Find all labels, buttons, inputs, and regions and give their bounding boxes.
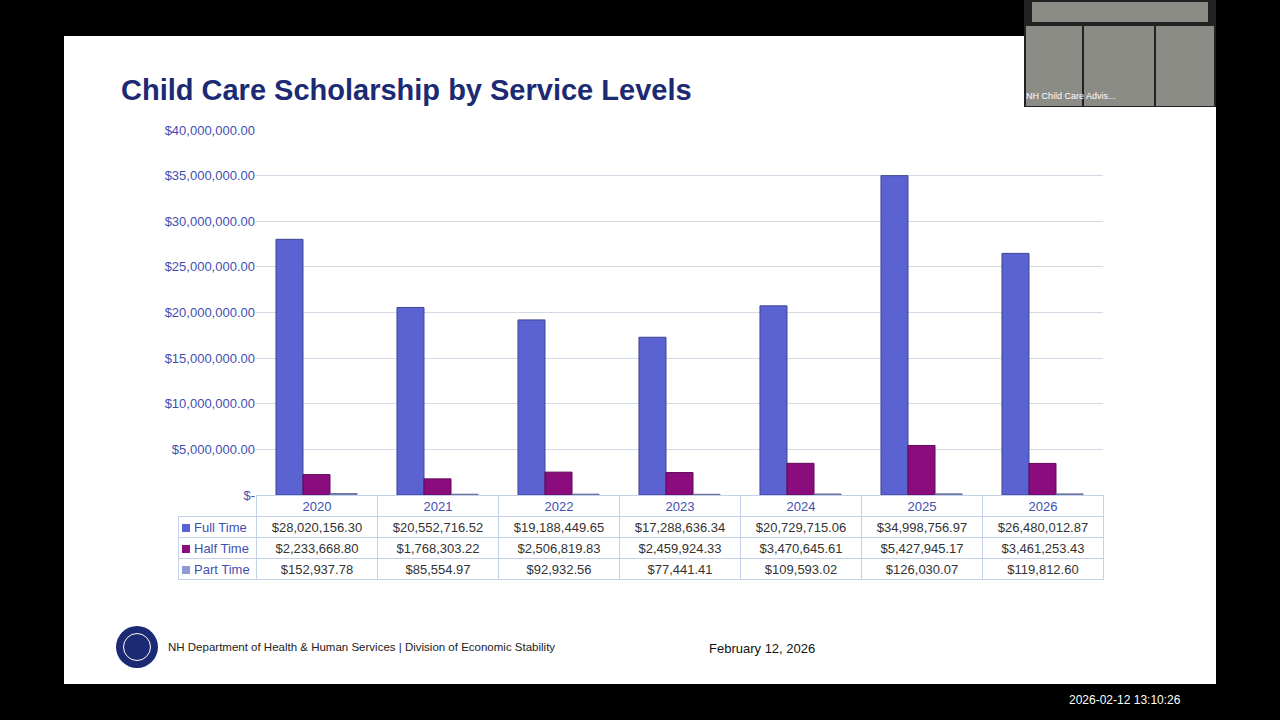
html-text:$20,552,716.52: $20,552,716.52 <box>392 519 484 535</box>
html-text:2025: 2025 <box>907 498 937 514</box>
svg-text:$-: $- <box>243 488 255 503</box>
html-text:$17,288,636.34: $17,288,636.34 <box>634 519 726 535</box>
html-text:$1,768,303.22: $1,768,303.22 <box>396 540 480 556</box>
html-text:Child Care Scholarship by Serv: Child Care Scholarship by Service Levels <box>121 74 692 106</box>
html-text:$126,030.07: $126,030.07 <box>885 561 959 577</box>
html-text:Part Time: Part Time <box>194 561 250 577</box>
html-text:NH Department of Health & Huma: NH Department of Health & Human Services… <box>168 641 556 653</box>
html-text:$152,937.78: $152,937.78 <box>280 561 354 577</box>
svg-text:$15,000,000.00: $15,000,000.00 <box>165 351 255 366</box>
html-text:$3,461,253.43: $3,461,253.43 <box>1001 540 1085 556</box>
svg-text:$5,000,000.00: $5,000,000.00 <box>172 442 255 457</box>
html-text:$92,932.56: $92,932.56 <box>526 561 592 577</box>
html-text:$5,427,945.17: $5,427,945.17 <box>880 540 964 556</box>
html-text:$85,554.97: $85,554.97 <box>405 561 471 577</box>
html-text:NH Child Care Advis...: NH Child Care Advis... <box>1026 91 1116 101</box>
html-text:$20,729,715.06: $20,729,715.06 <box>755 519 847 535</box>
html-text:February 12, 2026: February 12, 2026 <box>709 641 816 656</box>
html-text:$109,593.02: $109,593.02 <box>764 561 838 577</box>
svg-text:$35,000,000.00: $35,000,000.00 <box>165 168 255 183</box>
html-text:$119,812.60: $119,812.60 <box>1007 561 1079 577</box>
html-text:2024: 2024 <box>786 498 816 514</box>
html-text:2021: 2021 <box>423 498 453 514</box>
svg-text:$10,000,000.00: $10,000,000.00 <box>165 396 255 411</box>
html-text:$2,233,668.80: $2,233,668.80 <box>275 540 359 556</box>
html-text:$2,506,819.83: $2,506,819.83 <box>517 540 601 556</box>
html-text:$2,459,924.33: $2,459,924.33 <box>638 540 722 556</box>
html-text:2020: 2020 <box>302 498 332 514</box>
html-text:$77,441.41: $77,441.41 <box>647 561 713 577</box>
html-text:$3,470,645.61: $3,470,645.61 <box>759 540 843 556</box>
svg-text:$40,000,000.00: $40,000,000.00 <box>165 123 255 138</box>
html-text:2022: 2022 <box>544 498 574 514</box>
html-text:Full Time: Full Time <box>194 519 247 535</box>
html-text:2023: 2023 <box>665 498 695 514</box>
svg-text:$20,000,000.00: $20,000,000.00 <box>165 305 255 320</box>
html-text:Half Time: Half Time <box>194 540 249 556</box>
html-text:$34,998,756.97: $34,998,756.97 <box>876 519 968 535</box>
svg-text:$25,000,000.00: $25,000,000.00 <box>165 259 255 274</box>
html-text:2026: 2026 <box>1028 498 1058 514</box>
html-text:$28,020,156.30: $28,020,156.30 <box>271 519 363 535</box>
html-text:$19,188,449.65: $19,188,449.65 <box>513 519 605 535</box>
html-text:$26,480,012.87: $26,480,012.87 <box>997 519 1089 535</box>
svg-text:$30,000,000.00: $30,000,000.00 <box>165 214 255 229</box>
html-text:2026-02-12 13:10:26: 2026-02-12 13:10:26 <box>1069 693 1181 707</box>
